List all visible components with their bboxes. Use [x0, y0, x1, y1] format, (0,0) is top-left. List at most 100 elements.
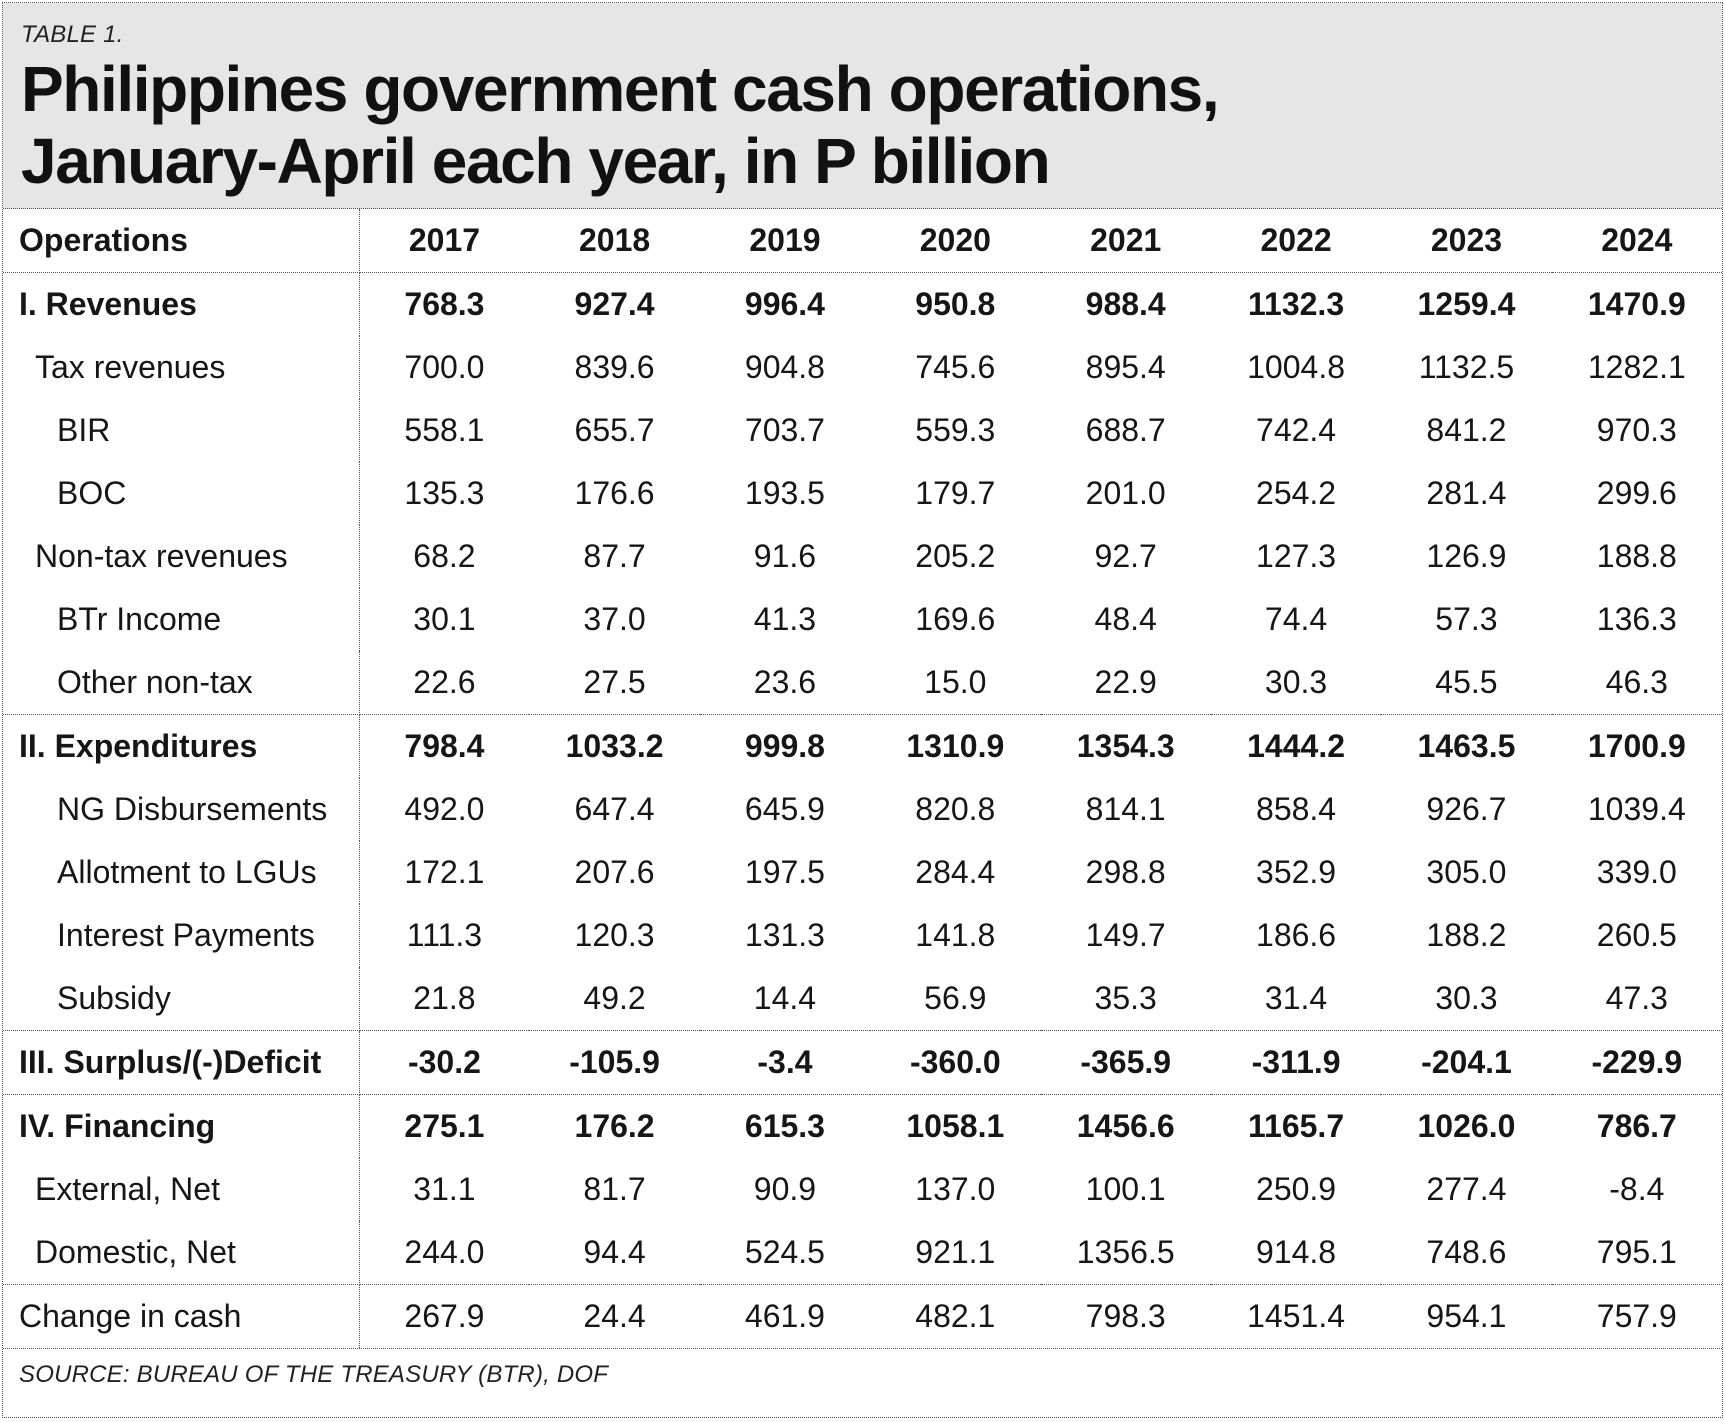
value-cell: 37.0	[583, 601, 646, 637]
row-label: External, Net	[3, 1158, 360, 1221]
table-row: BTr Income 30.1 37.0 41.3 169.6 48.4 74.4 57.3 1…	[3, 588, 1722, 651]
value-cell: 35.3	[1040, 967, 1211, 1031]
row-label: Tax revenues	[3, 336, 360, 399]
value-cell: 197.5	[744, 854, 825, 890]
value-cell: 56.9	[870, 967, 1041, 1031]
value-cell: 996.4	[744, 286, 825, 322]
value-cell: 137.0	[915, 1171, 996, 1207]
table-row: Non-tax revenues 68.2 87.7 91.6 205.2 92.7 127…	[3, 525, 1722, 588]
value-cell: 47.3	[1551, 967, 1722, 1031]
value-cell: 339.0	[1596, 854, 1677, 890]
value-cell: 176.6	[574, 475, 655, 511]
value-cell: 298.8	[1085, 854, 1166, 890]
value-cell: 1700.9	[1587, 728, 1686, 764]
table-row: Interest Payments 111.3 120.3 131.3 141.8 149…	[3, 904, 1722, 967]
value-cell: 700.0	[404, 349, 485, 385]
value-cell: 27.5	[529, 651, 700, 715]
value-cell: 703.7	[744, 412, 825, 448]
chart-title-line-1: Philippines government cash operations,	[21, 53, 1220, 125]
table-row: Allotment to LGUs 172.1 207.6 197.5 284.4 298…	[3, 841, 1722, 904]
row-label: Other non-tax	[3, 651, 360, 715]
value-cell: 647.4	[574, 791, 655, 827]
value-cell: 49.2	[529, 967, 700, 1031]
value-cell: 1310.9	[906, 728, 1005, 764]
table-row: I. Revenues 768.3 927.4 996.4 950.8 988.4 1132…	[3, 272, 1722, 336]
header-cell: 2024	[1551, 209, 1722, 273]
value-cell: 1058.1	[906, 1108, 1005, 1144]
header-cell: 2017	[359, 209, 530, 273]
value-cell: 1444.2	[1247, 728, 1345, 764]
value-cell: 1132.5	[1418, 349, 1515, 385]
header-cell: Operations	[3, 209, 360, 273]
value-cell: -229.9	[1551, 1030, 1722, 1095]
value-cell: 207.6	[574, 854, 655, 890]
value-cell: 135.3	[404, 475, 485, 511]
row-label: BTr Income	[3, 588, 360, 651]
header-row: Operations 2017 2018 2019 2020 2021 2022…	[3, 209, 1722, 273]
table-row: BOC 135.3 176.6 193.5 179.7 201.0 254.2 281.4 29…	[3, 462, 1722, 525]
value-cell: 688.7	[1085, 412, 1166, 448]
value-cell: 858.4	[1256, 791, 1337, 827]
value-cell: 745.6	[915, 349, 996, 385]
value-cell: 1004.8	[1247, 349, 1345, 385]
cash-operations-table: Operations 2017 2018 2019 2020 2021 2022…	[3, 209, 1722, 1348]
value-cell: 558.1	[404, 412, 485, 448]
row-label: NG Disbursements	[3, 778, 360, 841]
value-cell: 127.3	[1256, 538, 1337, 574]
value-cell: 927.4	[574, 286, 655, 322]
value-cell: 41.3	[753, 601, 817, 637]
value-cell: 172.1	[404, 854, 485, 890]
value-cell: 921.1	[870, 1221, 1041, 1285]
value-cell: 136.3	[1596, 601, 1677, 637]
value-cell: 1165.7	[1248, 1108, 1345, 1144]
value-cell: 22.9	[1040, 651, 1211, 715]
source-note: SOURCE: BUREAU OF THE TREASURY (BTR), DO…	[3, 1348, 1722, 1389]
value-cell: 281.4	[1426, 475, 1507, 511]
value-cell: 23.6	[699, 651, 871, 715]
value-cell: 90.9	[753, 1171, 817, 1207]
value-cell: 186.6	[1256, 917, 1337, 953]
value-cell: 74.4	[1264, 601, 1328, 637]
value-cell: 131.3	[744, 917, 825, 953]
value-cell: -105.9	[529, 1030, 700, 1095]
value-cell: 814.1	[1085, 791, 1166, 827]
value-cell: 31.1	[413, 1171, 476, 1207]
value-cell: 1259.4	[1417, 286, 1516, 322]
value-cell: 786.7	[1596, 1108, 1677, 1144]
value-cell: 559.3	[915, 412, 996, 448]
value-cell: 277.4	[1426, 1171, 1507, 1207]
table-row: III. Surplus/(-)Deficit -30.2 -105.9 -3.4 -3…	[3, 1030, 1722, 1095]
value-cell: -360.0	[870, 1030, 1041, 1095]
value-cell: 46.3	[1551, 651, 1722, 715]
value-cell: 352.9	[1256, 854, 1337, 890]
value-cell: 1356.5	[1040, 1221, 1211, 1285]
row-label: BIR	[3, 399, 360, 462]
row-label: BOC	[3, 462, 360, 525]
chart-title-line-2: January-April each year, in P billion	[21, 125, 1051, 197]
value-cell: 120.3	[574, 917, 655, 953]
value-cell: 795.1	[1551, 1221, 1722, 1285]
row-label: Allotment to LGUs	[3, 841, 360, 904]
value-cell: 179.7	[915, 475, 996, 511]
value-cell: 188.2	[1426, 917, 1507, 953]
value-cell: 31.4	[1210, 967, 1382, 1031]
value-cell: 895.4	[1085, 349, 1166, 385]
header-cell: 2022	[1210, 209, 1382, 273]
value-cell: 284.4	[915, 854, 996, 890]
value-cell: 254.2	[1256, 475, 1337, 511]
value-cell: 250.9	[1256, 1171, 1337, 1207]
figure-header: TABLE 1. Philippines government cash ope…	[3, 3, 1722, 209]
table-row: Domestic, Net 244.0 94.4 524.5 921.1 1356.5 91…	[3, 1221, 1722, 1285]
value-cell: -204.1	[1381, 1030, 1552, 1095]
value-cell: 305.0	[1426, 854, 1507, 890]
row-label: Change in cash	[3, 1284, 360, 1348]
value-cell: 141.8	[915, 917, 996, 953]
value-cell: 92.7	[1094, 538, 1157, 574]
value-cell: 267.9	[404, 1298, 485, 1334]
value-cell: 24.4	[583, 1298, 646, 1334]
value-cell: 91.6	[753, 538, 817, 574]
row-label: Subsidy	[3, 967, 360, 1031]
row-label: Interest Payments	[3, 904, 360, 967]
value-cell: 126.9	[1426, 538, 1507, 574]
